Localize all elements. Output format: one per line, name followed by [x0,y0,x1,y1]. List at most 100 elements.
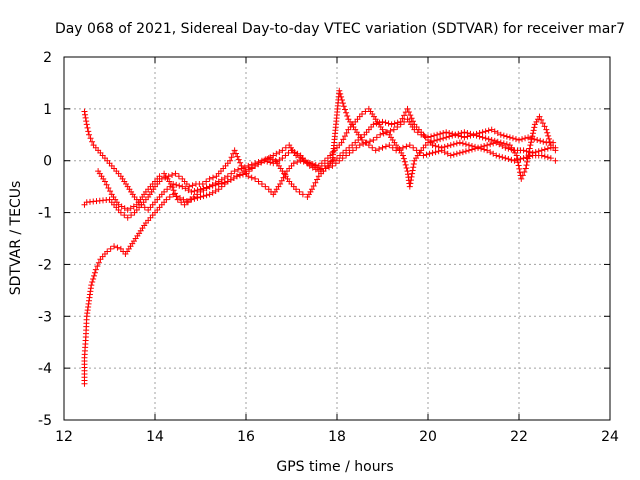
data-point [191,195,198,202]
data-point [539,120,546,127]
data-point [440,135,447,142]
data-point [231,147,238,154]
data-point [81,108,88,115]
data-point [473,132,480,139]
data-point [478,143,485,150]
data-point [521,168,528,175]
data-point [318,160,325,167]
data-point [358,134,365,141]
x-tick-label: 22 [510,429,528,445]
data-point [389,144,396,151]
data-point [479,134,486,141]
data-point [372,147,379,154]
data-point [103,181,110,188]
data-point [496,141,503,148]
data-point [461,134,468,141]
data-point [166,194,173,201]
data-point [121,205,128,212]
data-point [114,244,121,251]
data-point [502,155,509,162]
data-point [379,118,386,125]
data-point [235,166,242,173]
data-point [83,121,90,128]
data-point [431,137,438,144]
data-point [401,158,408,165]
data-point [179,183,186,190]
data-point [227,176,234,183]
data-point [544,129,551,136]
data-point [543,126,550,133]
data-point [218,176,225,183]
data-point [288,147,295,154]
data-point [403,164,410,171]
data-point [404,105,411,112]
data-point [370,121,377,128]
data-point [377,131,384,138]
data-point [514,155,521,162]
data-point [399,144,406,151]
data-point [499,143,506,150]
data-point [127,205,134,212]
data-point [255,161,262,168]
x-axis-label: GPS time / hours [276,459,393,475]
data-point [552,144,559,151]
data-point [203,178,210,185]
data-point [279,147,286,154]
data-point [493,152,500,159]
data-point [336,87,343,94]
data-point [224,178,231,185]
data-point [279,155,286,162]
data-point [538,147,545,154]
data-point [405,108,412,115]
data-point [84,124,91,131]
data-point [161,188,168,195]
data-point [239,171,246,178]
data-point [407,112,414,119]
data-point [407,180,414,187]
data-point [185,187,192,194]
data-point [209,189,216,196]
data-point [124,206,131,213]
data-point [188,188,195,195]
data-point [467,130,474,137]
data-point [505,155,512,162]
data-point [516,165,523,172]
data-point [409,118,416,125]
data-point [379,144,386,151]
data-point [206,191,213,198]
data-point [519,136,526,143]
data-point [261,157,268,164]
data-point [541,146,548,153]
data-point [453,150,460,157]
y-tick-label: -2 [38,257,52,273]
data-point [124,214,131,221]
data-point [410,144,417,151]
data-point [206,175,213,182]
data-point [321,157,328,164]
data-point [294,159,301,166]
x-tick-label: 12 [55,429,73,445]
chart-title: Day 068 of 2021, Sidereal Day-to-day VTE… [55,21,625,37]
data-point [178,199,185,206]
data-point [446,133,453,140]
data-point [312,166,319,173]
data-point [107,188,114,195]
data-point [373,120,380,127]
data-point [228,170,235,177]
data-point [349,147,356,154]
data-point [280,174,287,181]
data-point [376,119,383,126]
data-point [545,132,552,139]
data-point [458,130,465,137]
data-point [181,201,188,208]
data-point [481,143,488,150]
data-point [410,160,417,167]
data-point [465,147,472,154]
data-point [485,127,492,134]
data-point [349,142,356,149]
data-point [515,159,522,166]
data-point [432,149,439,156]
data-point [273,150,280,157]
data-point [502,144,509,151]
data-point [494,130,501,137]
